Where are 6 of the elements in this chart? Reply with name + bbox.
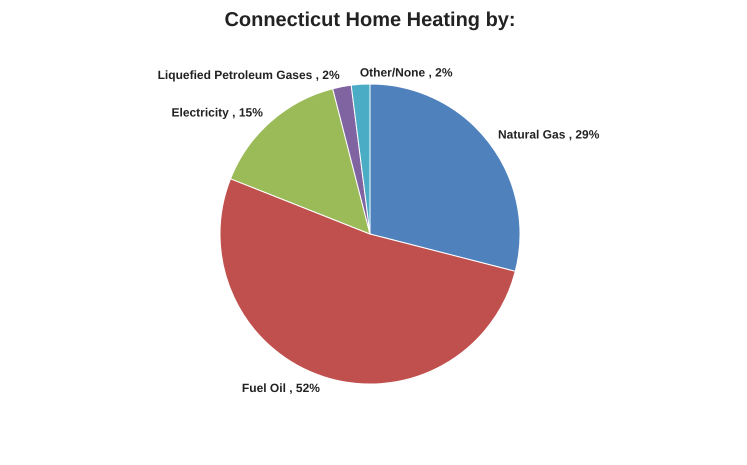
- chart-title: Connecticut Home Heating by:: [224, 9, 516, 31]
- slice-label: Electricity , 15%: [171, 105, 264, 120]
- slice-label: Fuel Oil , 52%: [242, 381, 320, 396]
- slice-label: Liquefied Petroleum Gases , 2%: [158, 68, 340, 82]
- slice-label: Other/None , 2%: [360, 65, 453, 80]
- slice-label: Natural Gas , 29%: [498, 128, 600, 142]
